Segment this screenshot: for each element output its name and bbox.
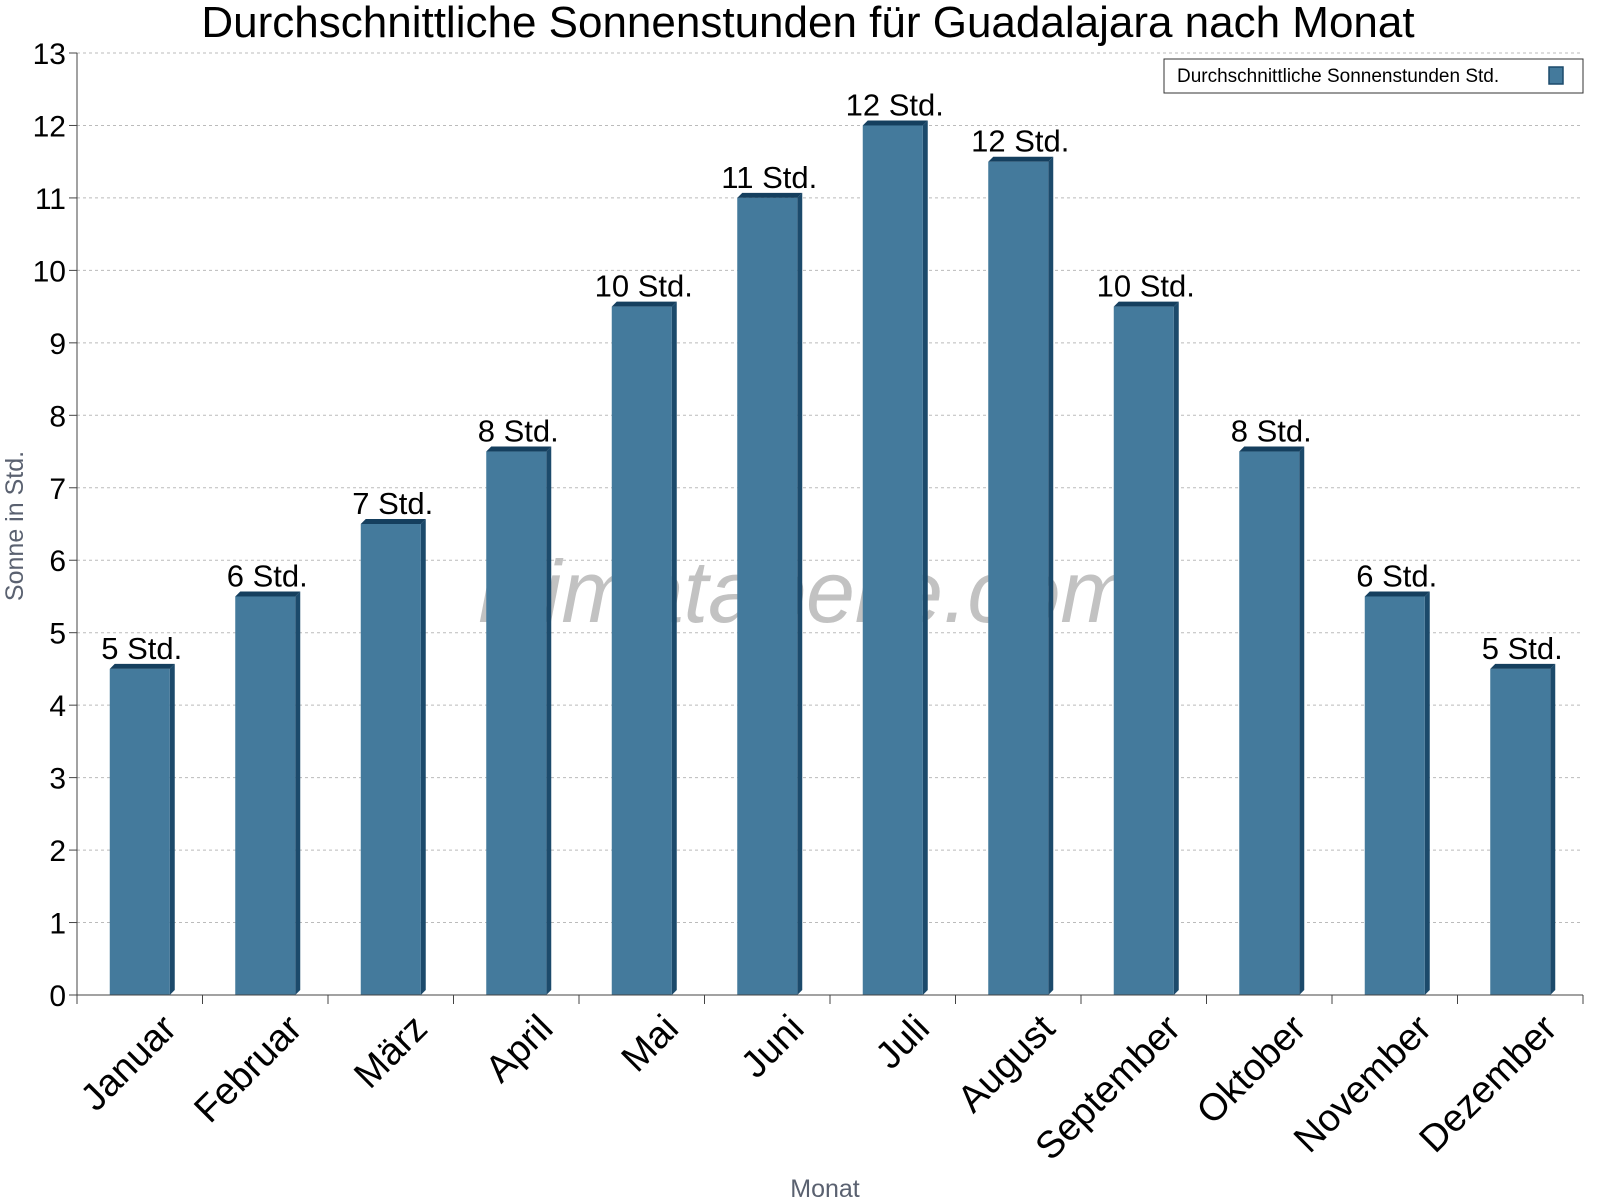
y-tick-label: 5 bbox=[49, 618, 66, 651]
x-tick-label: Mai bbox=[614, 1007, 687, 1080]
y-tick-label: 2 bbox=[49, 835, 66, 868]
bar-top bbox=[486, 446, 552, 452]
data-label: 5 Std. bbox=[1482, 631, 1563, 666]
y-tick-label: 1 bbox=[49, 908, 66, 941]
data-labels: 5 Std. 6 Std. 7 Std. 8 Std. 10 Std. 11 Std. 12… bbox=[101, 87, 1563, 665]
bar[interactable] bbox=[1364, 591, 1430, 995]
bar-side bbox=[420, 519, 426, 995]
bar-side bbox=[797, 192, 803, 995]
bar-side bbox=[1048, 156, 1054, 995]
bar-side bbox=[922, 120, 928, 995]
x-tick-label: April bbox=[478, 1007, 561, 1090]
x-tick-label: August bbox=[950, 1007, 1064, 1121]
x-tick-labels: Januar Februar März April Mai Juni Juli AugustS… bbox=[73, 1007, 1566, 1168]
bar-face bbox=[1239, 451, 1300, 995]
data-label: 6 Std. bbox=[227, 558, 308, 593]
bar-top bbox=[1490, 663, 1556, 669]
y-tick-label: 7 bbox=[49, 473, 66, 506]
bar-face bbox=[486, 451, 547, 995]
bar-side bbox=[671, 301, 677, 996]
bar[interactable] bbox=[360, 519, 426, 995]
data-label: 7 Std. bbox=[352, 486, 433, 521]
data-label: 10 Std. bbox=[595, 269, 693, 304]
bar-face bbox=[360, 524, 421, 995]
data-label: 12 Std. bbox=[971, 124, 1069, 159]
bar-face bbox=[862, 125, 923, 995]
bar-top bbox=[1364, 591, 1430, 597]
x-tick-label: März bbox=[346, 1007, 435, 1096]
bar-face bbox=[1113, 306, 1174, 996]
y-tick-label: 9 bbox=[49, 328, 66, 361]
bar-face bbox=[737, 197, 798, 995]
chart-title: Durchschnittliche Sonnenstunden für Guad… bbox=[201, 0, 1414, 47]
y-tick-label: 6 bbox=[49, 545, 66, 578]
data-label: 5 Std. bbox=[101, 631, 182, 666]
bar-top bbox=[737, 192, 803, 198]
bar-side bbox=[1173, 301, 1179, 996]
legend-label: Durchschnittliche Sonnenstunden Std. bbox=[1177, 66, 1499, 87]
bar[interactable] bbox=[737, 192, 803, 995]
y-tick-label: 0 bbox=[49, 980, 66, 1013]
axes bbox=[69, 52, 1584, 1004]
x-tick-label: Februar bbox=[186, 1007, 310, 1131]
x-tick-label: Oktober bbox=[1189, 1007, 1315, 1133]
bar-top bbox=[109, 663, 175, 669]
bar[interactable] bbox=[988, 156, 1054, 995]
bar-side bbox=[1299, 446, 1305, 995]
bar[interactable] bbox=[109, 663, 175, 995]
x-tick-label: Dezember bbox=[1412, 1007, 1566, 1161]
y-tick-label: 3 bbox=[49, 763, 66, 796]
y-tick-label: 13 bbox=[33, 38, 66, 71]
data-label: 11 Std. bbox=[721, 160, 817, 195]
bar[interactable] bbox=[862, 120, 928, 995]
y-tick-label: 4 bbox=[49, 690, 66, 723]
bar-face bbox=[988, 161, 1049, 995]
bar-top bbox=[1239, 446, 1305, 452]
bar[interactable] bbox=[1239, 446, 1305, 995]
bar-face bbox=[1490, 668, 1551, 995]
bar-top bbox=[988, 156, 1054, 162]
x-axis-label: Monat bbox=[790, 1175, 860, 1200]
bar[interactable] bbox=[486, 446, 552, 995]
y-tick-label: 8 bbox=[49, 400, 66, 433]
bar-top bbox=[1113, 301, 1179, 307]
bar-side bbox=[295, 591, 301, 995]
data-label: 8 Std. bbox=[478, 414, 559, 449]
legend-box bbox=[1163, 58, 1584, 94]
x-tick-label: Juni bbox=[733, 1007, 812, 1086]
gridlines bbox=[77, 52, 1583, 924]
bar[interactable] bbox=[611, 301, 677, 996]
bar[interactable] bbox=[1490, 663, 1556, 995]
bar-face bbox=[1364, 596, 1425, 995]
bar-side bbox=[546, 446, 552, 995]
bar-face bbox=[109, 668, 170, 995]
bar-face bbox=[235, 596, 296, 995]
y-axis-label: Sonne in Std. bbox=[1, 451, 29, 601]
bar[interactable] bbox=[235, 591, 301, 995]
data-label: 10 Std. bbox=[1097, 269, 1195, 304]
bar-face bbox=[611, 306, 672, 996]
bars bbox=[109, 120, 1556, 996]
bar-side bbox=[169, 663, 175, 995]
x-tick-label: Januar bbox=[73, 1007, 185, 1119]
bar-top bbox=[235, 591, 301, 597]
bar-side bbox=[1424, 591, 1430, 995]
bar-side bbox=[1550, 663, 1556, 995]
data-label: 12 Std. bbox=[846, 87, 944, 122]
y-tick-label: 12 bbox=[33, 110, 66, 143]
data-label: 8 Std. bbox=[1231, 414, 1312, 449]
legend[interactable]: Durchschnittliche Sonnenstunden Std. bbox=[1163, 58, 1584, 94]
x-tick-label: Juli bbox=[868, 1007, 938, 1077]
bar-top bbox=[862, 120, 928, 126]
bar-top bbox=[360, 519, 426, 524]
data-label: 6 Std. bbox=[1356, 558, 1437, 593]
legend-swatch bbox=[1548, 66, 1564, 85]
bar[interactable] bbox=[1113, 301, 1179, 996]
bar-top bbox=[611, 301, 677, 307]
y-tick-label: 11 bbox=[35, 183, 66, 216]
y-tick-label: 10 bbox=[33, 255, 66, 288]
